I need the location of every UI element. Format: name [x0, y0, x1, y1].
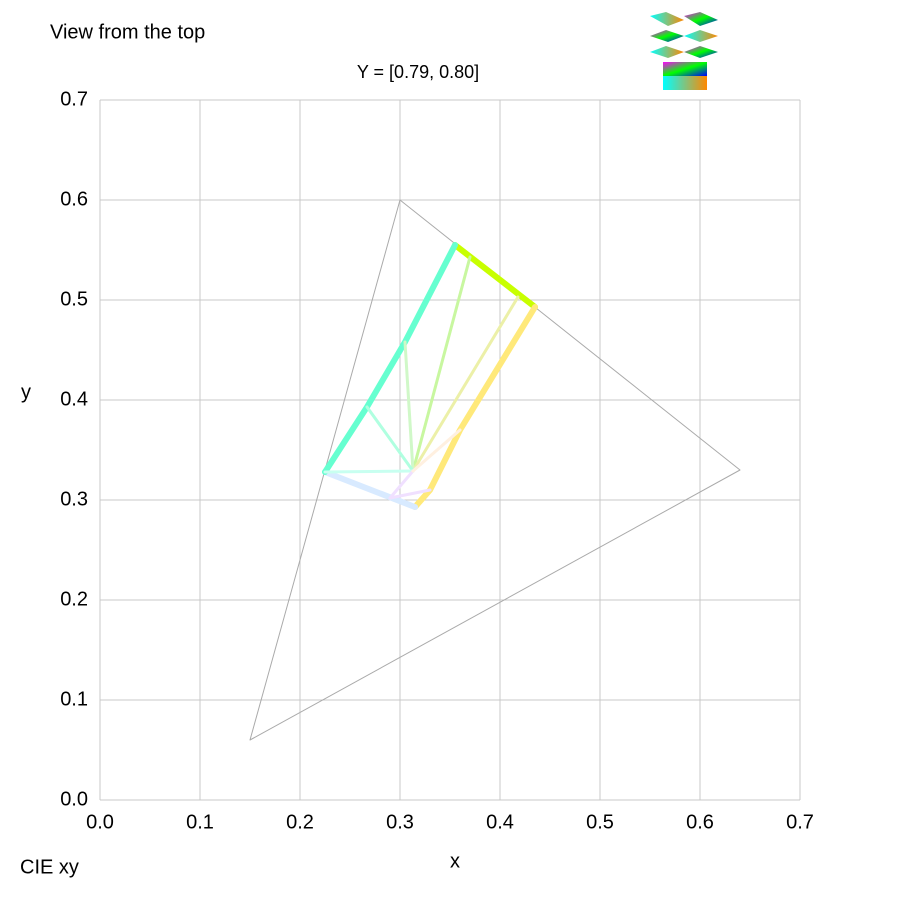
x-tick-label: 0.5: [586, 811, 614, 833]
y-tick-label: 0.5: [60, 288, 88, 310]
x-tick-label: 0.7: [786, 811, 814, 833]
x-axis-label: x: [450, 850, 460, 872]
series-line: [411, 295, 520, 473]
y-tick-label: 0.3: [60, 488, 88, 510]
x-tick-label: 0.4: [486, 811, 514, 833]
series-line: [403, 340, 415, 473]
x-tick-label: 0.1: [186, 811, 214, 833]
x-tick-label: 0.3: [386, 811, 414, 833]
series-line: [365, 405, 415, 473]
series-line: [452, 242, 538, 310]
y-tick-label: 0.1: [60, 688, 88, 710]
x-tick-label: 0.0: [86, 811, 114, 833]
y-axis-label: y: [21, 381, 31, 403]
x-tick-label: 0.2: [286, 811, 314, 833]
y-tick-label: 0.6: [60, 188, 88, 210]
header: View from the top: [50, 21, 205, 43]
x-tick-label: 0.6: [686, 811, 714, 833]
series-line: [388, 469, 432, 500]
series-line: [411, 255, 472, 473]
chart-title: Y = [0.79, 0.80]: [357, 62, 479, 82]
series-line: [322, 469, 418, 510]
app-icon: [650, 12, 718, 90]
y-tick-label: 0.7: [60, 88, 88, 110]
series-line: [412, 304, 538, 510]
footer: CIE xy: [20, 856, 79, 878]
y-tick-label: 0.2: [60, 588, 88, 610]
y-tick-label: 0.4: [60, 388, 88, 410]
series-line: [322, 242, 458, 475]
y-tick-label: 0.0: [60, 788, 88, 810]
series-line: [323, 469, 415, 474]
series-line: [411, 428, 462, 473]
